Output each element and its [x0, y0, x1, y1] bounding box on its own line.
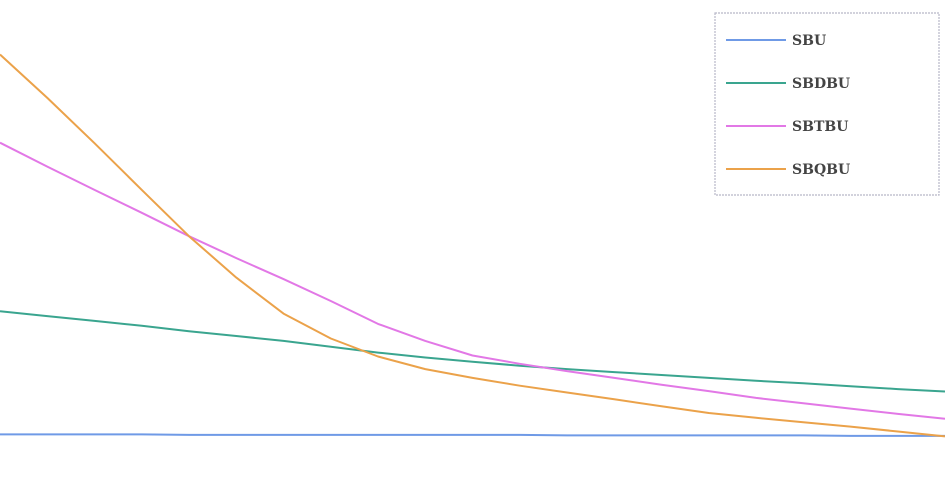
- series-line-sbtbu: [0, 141, 945, 420]
- legend-label-sbdbu: SBDBU: [792, 76, 850, 92]
- series-line-sbu: [0, 433, 945, 437]
- legend: SBU SBDBU SBTBU SBQBU: [714, 12, 940, 196]
- plot-area: [0, 53, 945, 438]
- series-line-sbdbu: [0, 310, 945, 393]
- legend-label-sbu: SBU: [792, 33, 826, 49]
- legend-box: [714, 12, 940, 196]
- legend-label-sbqbu: SBQBU: [792, 162, 850, 178]
- legend-label-sbtbu: SBTBU: [792, 119, 848, 135]
- series-line-sbqbu: [0, 53, 945, 438]
